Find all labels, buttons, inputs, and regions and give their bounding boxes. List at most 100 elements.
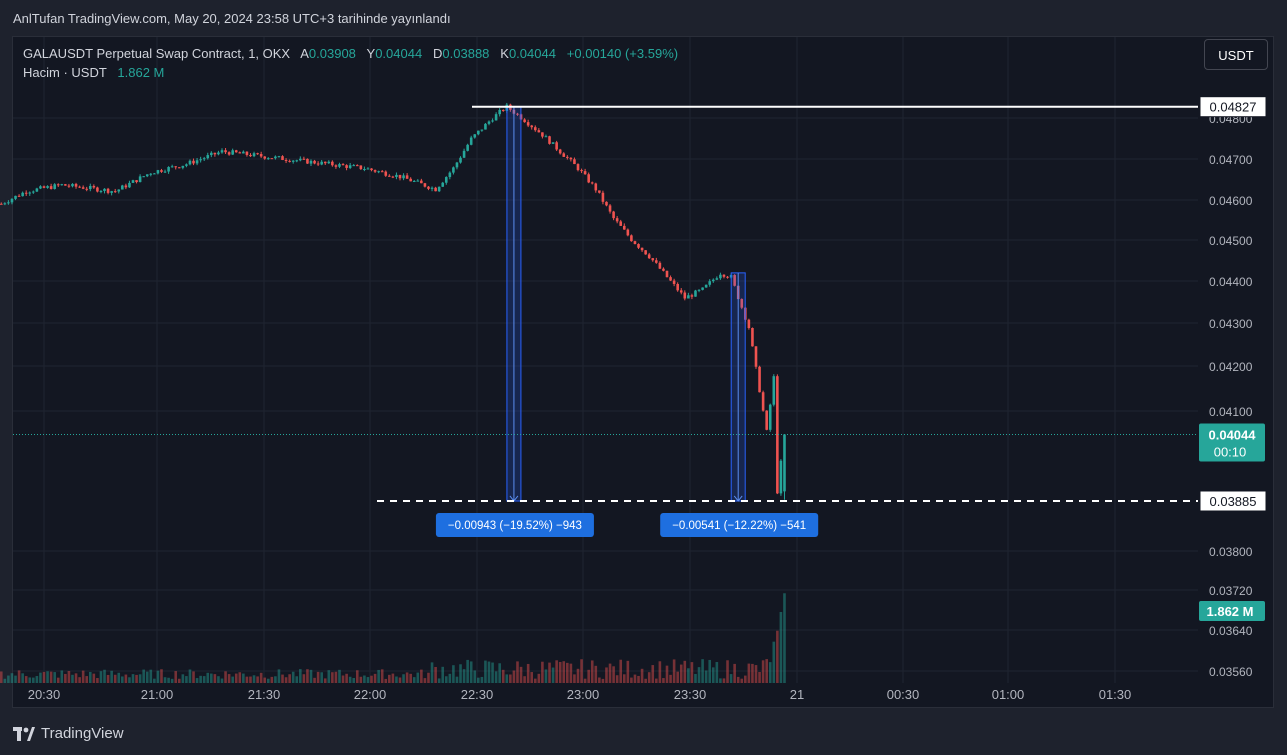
volume-bar bbox=[768, 662, 772, 683]
candle-body bbox=[566, 156, 569, 158]
tradingview-logo[interactable]: TradingView bbox=[13, 725, 124, 742]
symbol-title[interactable]: GALAUSDT Perpetual Swap Contract, 1, OKX bbox=[23, 46, 291, 61]
candle-body bbox=[121, 185, 124, 190]
candle-body bbox=[299, 158, 302, 161]
volume-bar bbox=[67, 671, 71, 683]
candle-body bbox=[761, 392, 765, 411]
volume-bar bbox=[388, 674, 391, 683]
candle-body bbox=[88, 185, 92, 190]
candle-body bbox=[217, 152, 220, 155]
y-tick-label: 0.03560 bbox=[1209, 665, 1253, 679]
candle-body bbox=[384, 171, 388, 176]
candle-body bbox=[213, 152, 217, 155]
candle-body bbox=[747, 319, 751, 329]
volume-bar bbox=[3, 678, 7, 683]
candle-body bbox=[42, 186, 46, 188]
volume-bar bbox=[519, 666, 523, 683]
volume-bar bbox=[783, 593, 786, 683]
candle-body bbox=[284, 159, 288, 161]
measure-label-bg bbox=[435, 512, 594, 537]
candle-body bbox=[14, 195, 17, 199]
volume-bar bbox=[477, 677, 480, 683]
candle-body bbox=[138, 176, 142, 183]
candle-body bbox=[199, 159, 202, 161]
volume-bar bbox=[366, 677, 370, 683]
volume-bar bbox=[729, 674, 733, 683]
volume-bar bbox=[242, 673, 245, 683]
candle-body bbox=[427, 186, 430, 189]
candle-body bbox=[580, 170, 583, 172]
candle-body bbox=[110, 191, 113, 193]
volume-bar bbox=[469, 661, 473, 683]
volume-bar bbox=[42, 671, 46, 683]
candle-body bbox=[455, 162, 459, 168]
volume-bar bbox=[380, 669, 384, 683]
volume-bar bbox=[238, 672, 242, 683]
candle-body bbox=[220, 150, 224, 153]
candle-body bbox=[647, 254, 651, 259]
candle-body bbox=[409, 178, 412, 182]
close-label: K bbox=[500, 46, 509, 61]
candle-body bbox=[327, 161, 331, 164]
candle-body bbox=[242, 151, 245, 154]
candle-body bbox=[420, 180, 423, 184]
candle-body bbox=[494, 114, 498, 121]
candle-body bbox=[373, 170, 377, 172]
y-tick-label: 0.04100 bbox=[1209, 405, 1253, 419]
candle-body bbox=[259, 154, 263, 157]
candle-body bbox=[380, 171, 384, 173]
x-tick-label: 21:00 bbox=[141, 687, 174, 702]
volume-bar bbox=[263, 677, 267, 683]
candle-body bbox=[295, 160, 299, 162]
candle-body bbox=[99, 191, 103, 193]
candle-body bbox=[491, 120, 494, 122]
volume-bar bbox=[608, 663, 612, 683]
volume-bar bbox=[170, 678, 174, 683]
candle-body bbox=[263, 156, 267, 159]
candle-body bbox=[277, 156, 281, 158]
volume-bar bbox=[21, 673, 24, 683]
volume-bar bbox=[687, 668, 690, 683]
candle-body bbox=[60, 184, 64, 186]
candle-body bbox=[352, 165, 356, 167]
volume-bar bbox=[751, 663, 754, 683]
candle-body bbox=[687, 295, 690, 299]
candle-body bbox=[345, 165, 348, 168]
volume-bar bbox=[338, 669, 341, 683]
candle-body bbox=[398, 174, 402, 179]
candle-body bbox=[412, 180, 416, 182]
candle-body bbox=[192, 160, 195, 164]
candle-body bbox=[651, 258, 655, 261]
candle-body bbox=[323, 161, 327, 164]
x-tick-label: 00:30 bbox=[887, 687, 920, 702]
chart-panel[interactable] bbox=[12, 36, 1274, 708]
volume-bar bbox=[651, 665, 655, 683]
volume-bar bbox=[516, 661, 519, 683]
candle-body bbox=[701, 287, 704, 290]
candle-body bbox=[153, 173, 156, 175]
currency-button[interactable]: USDT bbox=[1204, 39, 1268, 70]
footer: TradingView bbox=[0, 712, 1287, 755]
candle-body bbox=[558, 149, 562, 154]
volume-bar bbox=[17, 670, 21, 683]
candle-body bbox=[434, 187, 437, 192]
candle-body bbox=[466, 144, 469, 151]
close-value: 0.04044 bbox=[508, 46, 556, 61]
volume-bar bbox=[202, 676, 206, 683]
volume-bar bbox=[633, 674, 637, 683]
candle-body bbox=[320, 161, 323, 165]
candle-body bbox=[662, 268, 665, 271]
candle-body bbox=[21, 192, 24, 197]
volume-bar bbox=[167, 677, 170, 683]
candle-body bbox=[167, 167, 170, 172]
volume-bar bbox=[138, 674, 142, 683]
volume-bar bbox=[512, 670, 516, 683]
volume-bar bbox=[719, 678, 722, 683]
volume-label[interactable]: Hacim · USDT bbox=[23, 65, 107, 80]
volume-bar bbox=[124, 674, 128, 683]
change-value: +0.00140 (+3.59%) bbox=[566, 46, 679, 61]
volume-bar bbox=[288, 674, 291, 683]
candle-body bbox=[676, 283, 679, 291]
volume-bar bbox=[676, 671, 679, 683]
